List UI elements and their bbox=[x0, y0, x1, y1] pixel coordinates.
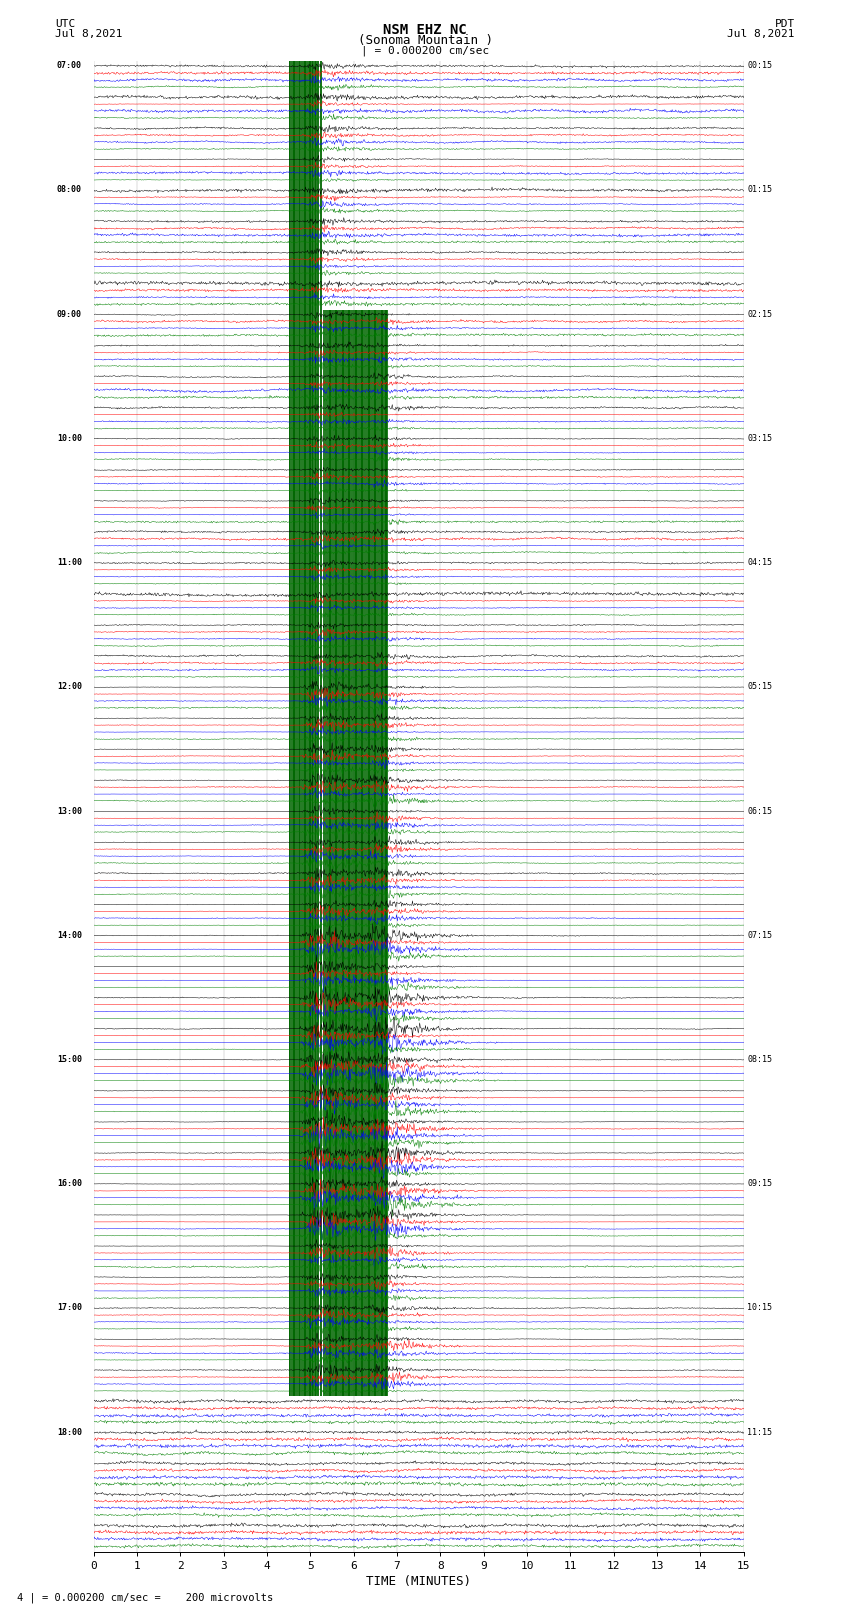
Text: Jul 8,2021: Jul 8,2021 bbox=[55, 29, 122, 39]
Text: 08:15: 08:15 bbox=[747, 1055, 772, 1065]
Text: 09:15: 09:15 bbox=[747, 1179, 772, 1189]
Text: 04:15: 04:15 bbox=[747, 558, 772, 568]
Text: Jul 8,2021: Jul 8,2021 bbox=[728, 29, 795, 39]
Text: 17:00: 17:00 bbox=[57, 1303, 82, 1313]
Text: 11:00: 11:00 bbox=[57, 558, 82, 568]
Text: | = 0.000200 cm/sec: | = 0.000200 cm/sec bbox=[361, 45, 489, 56]
Text: NSM EHZ NC: NSM EHZ NC bbox=[383, 23, 467, 37]
Text: 01:15: 01:15 bbox=[747, 185, 772, 195]
Text: 10:00: 10:00 bbox=[57, 434, 82, 444]
Text: 13:00: 13:00 bbox=[57, 806, 82, 816]
X-axis label: TIME (MINUTES): TIME (MINUTES) bbox=[366, 1574, 471, 1587]
Text: 02:15: 02:15 bbox=[747, 310, 772, 319]
Text: UTC: UTC bbox=[55, 19, 76, 29]
Text: 06:15: 06:15 bbox=[747, 806, 772, 816]
Text: 18:00: 18:00 bbox=[57, 1428, 82, 1437]
Text: 07:15: 07:15 bbox=[747, 931, 772, 940]
Text: 07:00: 07:00 bbox=[57, 61, 82, 71]
Text: 03:15: 03:15 bbox=[747, 434, 772, 444]
Text: 15:00: 15:00 bbox=[57, 1055, 82, 1065]
Text: 09:00: 09:00 bbox=[57, 310, 82, 319]
Text: 11:15: 11:15 bbox=[747, 1428, 772, 1437]
Text: 10:15: 10:15 bbox=[747, 1303, 772, 1313]
Text: 08:00: 08:00 bbox=[57, 185, 82, 195]
Text: (Sonoma Mountain ): (Sonoma Mountain ) bbox=[358, 34, 492, 47]
Text: 12:00: 12:00 bbox=[57, 682, 82, 692]
Text: 05:15: 05:15 bbox=[747, 682, 772, 692]
Text: 00:15: 00:15 bbox=[747, 61, 772, 71]
Text: 14:00: 14:00 bbox=[57, 931, 82, 940]
Text: PDT: PDT bbox=[774, 19, 795, 29]
Text: 16:00: 16:00 bbox=[57, 1179, 82, 1189]
Text: 4 | = 0.000200 cm/sec =    200 microvolts: 4 | = 0.000200 cm/sec = 200 microvolts bbox=[17, 1592, 273, 1603]
